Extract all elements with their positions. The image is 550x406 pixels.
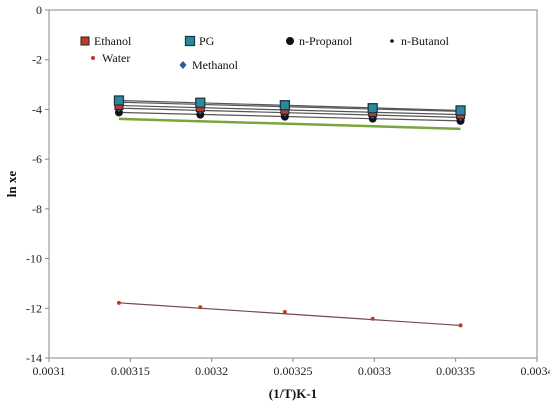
- legend-marker-n-propanol: [286, 37, 294, 45]
- x-tick-label: 0.0034: [521, 364, 550, 378]
- legend-label-n-butanol: n-Butanol: [401, 34, 450, 48]
- legend-marker-pg: [184, 35, 196, 47]
- fit-lines: [118, 99, 461, 327]
- point-water: [370, 316, 375, 321]
- point-water: [198, 305, 203, 310]
- legend-label-water: Water: [102, 51, 130, 65]
- x-tick-label: 0.0031: [33, 364, 66, 378]
- legend-label-ethanol: Ethanol: [94, 34, 132, 48]
- point-water: [282, 310, 287, 315]
- fit-line: [118, 111, 461, 122]
- point-pg: [113, 95, 125, 106]
- legend-marker-ethanol: [80, 36, 90, 46]
- x-tick-label: 0.0033: [358, 364, 391, 378]
- legend-marker-n-butanol: [390, 39, 394, 43]
- legend-label-pg: PG: [199, 34, 215, 48]
- y-tick-label: 0: [36, 3, 42, 17]
- y-tick-label: -14: [26, 351, 42, 365]
- x-tick-label: 0.0032: [195, 364, 228, 378]
- y-tick-label: -10: [26, 252, 42, 266]
- legend-marker-water: [91, 56, 95, 60]
- x-axis-title: (1/T)K-1: [269, 386, 317, 401]
- x-tick-label: 0.00315: [111, 364, 150, 378]
- point-pg: [455, 105, 466, 116]
- y-tick-label: -4: [32, 102, 42, 116]
- y-axis-title: ln xe: [4, 171, 19, 198]
- legend-marker-methanol: [179, 61, 187, 69]
- legend-label-n-propanol: n-Propanol: [299, 34, 353, 48]
- point-water: [458, 323, 463, 328]
- green-fit-line: [118, 117, 461, 131]
- point-pg: [279, 100, 291, 111]
- fit-line: [118, 302, 461, 327]
- legend: Ethanol PG n-Propanol n-Butanol Water Methano…: [80, 34, 450, 72]
- legend-label-methanol: Methanol: [192, 58, 239, 72]
- axes: 0.0031 0.00315 0.0032 0.00325 0.0033 0.00335 0…: [26, 3, 550, 378]
- y-tick-label: -6: [32, 152, 42, 166]
- fit-line: [118, 107, 461, 118]
- point-n-propanol: [114, 108, 123, 117]
- data-points: [113, 95, 466, 328]
- point-water: [116, 300, 121, 305]
- y-tick-label: -12: [26, 301, 42, 315]
- point-pg: [367, 103, 378, 114]
- y-tick-label: -8: [32, 202, 42, 216]
- x-tick-label: 0.00325: [274, 364, 313, 378]
- point-pg: [195, 97, 206, 108]
- y-tick-label: -2: [32, 53, 42, 67]
- x-tick-label: 0.00335: [436, 364, 475, 378]
